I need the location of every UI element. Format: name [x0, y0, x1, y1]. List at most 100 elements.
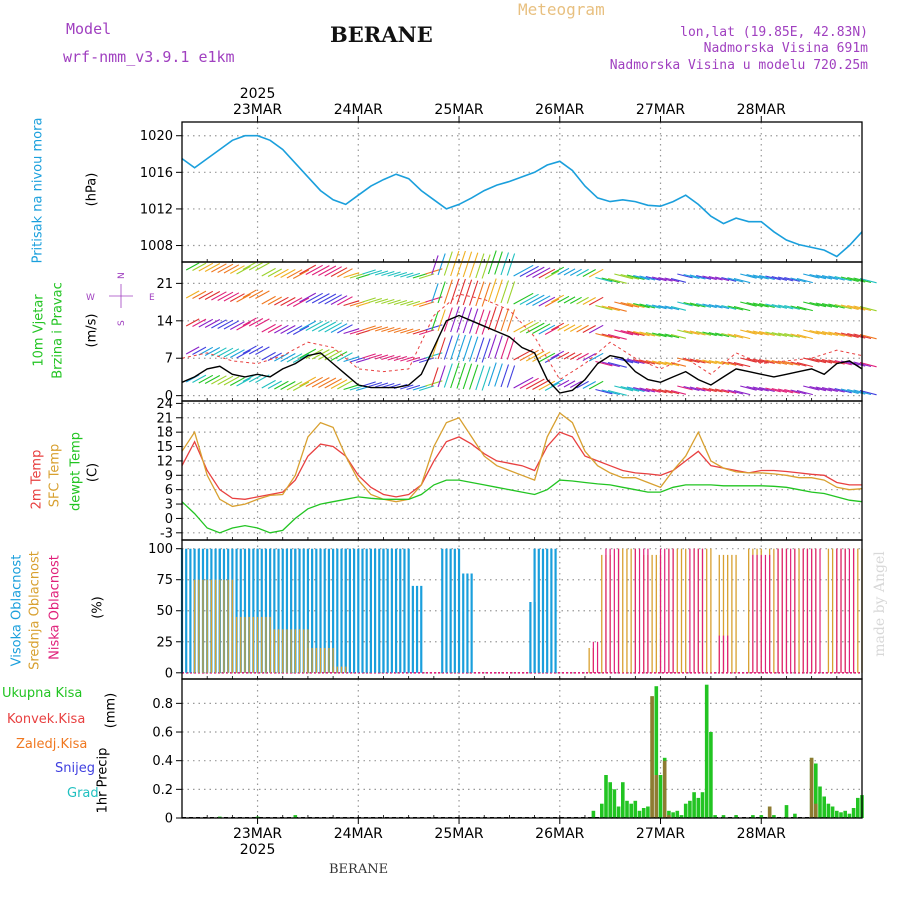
wind-barb	[368, 381, 382, 388]
wind-barb	[204, 319, 221, 328]
wind-barb	[683, 385, 700, 392]
wind-barb	[462, 335, 473, 362]
x-tick-label-bottom: 23MAR	[233, 826, 282, 842]
wind-barb	[513, 376, 534, 389]
wind-barb	[437, 365, 446, 388]
wind-barb	[374, 382, 389, 388]
wind-barb	[356, 301, 371, 308]
wind-barb	[374, 354, 389, 360]
wind-barb	[469, 280, 479, 306]
wind-barb	[721, 304, 737, 310]
wind-barb	[689, 302, 706, 308]
wind-barb	[274, 296, 289, 306]
panel-frame	[181, 121, 863, 263]
year-label-bottom: 2025	[240, 842, 276, 858]
wind-barb	[796, 333, 813, 340]
x-tick-label-top: 24MAR	[334, 102, 383, 118]
wind-barb	[255, 318, 270, 327]
wind-barb	[651, 360, 667, 366]
wind-barb	[267, 268, 282, 277]
total-precip-bar	[814, 763, 818, 818]
panel-frame	[181, 539, 863, 680]
y-tick-label: 21	[156, 277, 173, 292]
wind-barb	[702, 359, 717, 365]
wind-barb	[261, 351, 276, 361]
y-tick-label: 14	[156, 314, 173, 329]
compass-east: E	[149, 293, 155, 303]
wind-barb	[475, 281, 485, 307]
wind-barb	[318, 265, 337, 276]
wind-barb	[456, 250, 466, 277]
wind-barb	[242, 345, 257, 354]
wind-barb	[299, 292, 317, 303]
wind-barb	[721, 388, 737, 394]
wind-barb	[733, 333, 751, 340]
wind-barb	[639, 275, 656, 281]
wind-barb	[658, 304, 673, 310]
wind-barb	[223, 292, 240, 302]
wind-barb	[796, 389, 813, 396]
wind-barb	[412, 385, 428, 391]
total-precip-bar	[616, 806, 621, 818]
wind-barb	[582, 297, 596, 305]
wind-barb	[475, 337, 485, 363]
wind-barb	[494, 307, 503, 331]
y-tick-label: 0	[165, 812, 173, 827]
wind-barb	[418, 301, 435, 308]
wind-barb	[689, 358, 706, 364]
wind-barb	[551, 294, 565, 303]
total-precip-bar	[713, 815, 717, 818]
wind-barb	[834, 275, 852, 282]
wind-barb	[305, 264, 323, 275]
wind-barb	[626, 358, 645, 365]
wind-barb	[815, 358, 833, 364]
wind-barb	[683, 329, 700, 336]
wind-barb	[248, 290, 264, 299]
wind-barb	[487, 278, 497, 303]
x-tick-label-bottom: 28MAR	[737, 826, 786, 842]
wind-barb	[532, 379, 551, 390]
wind-barb	[185, 346, 200, 355]
wind-barb	[230, 265, 245, 274]
wind-barb	[280, 381, 296, 390]
wind-barb	[607, 389, 627, 396]
wind-barb	[349, 328, 365, 335]
total-precip-bar	[633, 800, 638, 818]
wind-barb	[368, 353, 382, 360]
wind-barb	[809, 385, 827, 392]
wind-barb	[343, 356, 360, 363]
year-label-top: 2025	[240, 86, 276, 102]
wind-barb	[211, 291, 227, 301]
wind-barb	[828, 275, 845, 281]
wind-barb	[286, 297, 303, 307]
wind-barb	[318, 377, 337, 388]
wind-barb	[324, 266, 342, 277]
wind-barb	[601, 361, 620, 368]
wind-barb	[519, 321, 539, 333]
wind-barb	[292, 381, 310, 391]
wind-barb	[356, 273, 371, 280]
wind-barb	[343, 300, 360, 307]
wind-barb	[356, 357, 371, 364]
total-precip-bar	[218, 816, 222, 818]
wind-barb	[563, 296, 576, 304]
wind-barb	[330, 323, 348, 333]
wind-barb	[519, 377, 539, 389]
wind-barb	[487, 306, 497, 331]
wind-barb	[570, 296, 582, 304]
wind-barb	[727, 361, 744, 367]
y-tick-label: 6	[165, 483, 173, 498]
wind-barb	[305, 376, 323, 387]
wind-barb	[765, 303, 781, 309]
wind-barb	[198, 290, 214, 300]
wind-barb	[651, 332, 667, 338]
wind-barb	[651, 388, 667, 394]
wind-barb	[639, 359, 656, 365]
wind-barb	[803, 273, 820, 279]
conv-precip-bar	[650, 696, 654, 818]
wind-barb	[544, 326, 560, 335]
total-precip-bar	[654, 686, 659, 818]
wind-barb	[708, 303, 723, 309]
wind-barb	[362, 325, 376, 331]
wind-barb	[393, 355, 408, 362]
